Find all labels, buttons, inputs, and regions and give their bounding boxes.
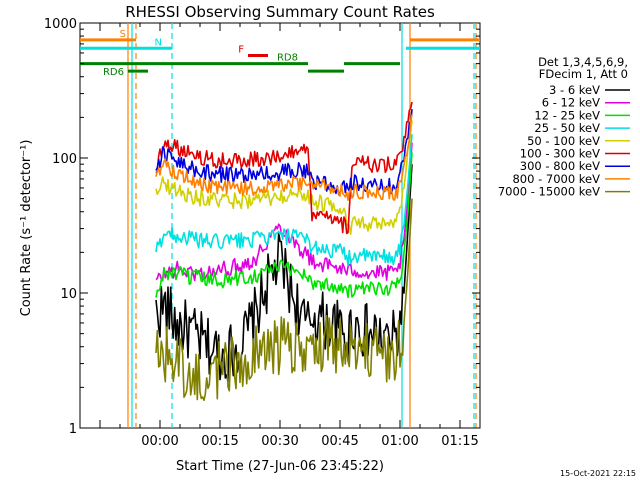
legend-item: 800 - 7000 keV (512, 172, 600, 186)
series-line (155, 114, 413, 201)
legend-item: 12 - 25 keV (534, 108, 600, 122)
legend-item: 7000 - 15000 keV (498, 185, 600, 199)
x-tick-label: 00:15 (201, 434, 238, 449)
series-line (155, 120, 413, 235)
annotation-label: N (155, 37, 162, 48)
series-line (155, 198, 413, 402)
y-tick-label: 1 (69, 422, 77, 437)
annotation-label: F (238, 44, 244, 55)
x-axis: 00:00 00:15 00:30 00:45 01:00 01:15 (99, 23, 481, 449)
legend-item: 300 - 800 keV (520, 159, 600, 173)
annotation-label: RD6 (103, 67, 124, 78)
legend-item: 3 - 6 keV (549, 83, 600, 97)
plot-area: S N F RD6 RD8 (79, 22, 481, 429)
x-tick-label: 01:15 (441, 434, 478, 449)
x-axis-title: Start Time (27-Jun-06 23:45:22) (176, 459, 384, 474)
legend-item: 25 - 50 keV (534, 121, 600, 135)
x-tick-label: 00:30 (261, 434, 298, 449)
y-axis: 1 10 100 1000 (44, 17, 480, 437)
annotation-label: S (120, 29, 126, 40)
series-line (155, 101, 413, 235)
legend-header-line-1: Det 1,3,4,5,6,9, (538, 55, 628, 69)
x-tick-label: 01:00 (381, 434, 418, 449)
y-axis-title: Count Rate (s⁻¹ detector⁻¹) (19, 140, 34, 317)
legend: Det 1,3,4,5,6,9, FDecim 1, Att 0 3 - 6 k… (498, 55, 630, 199)
series-line (155, 152, 413, 299)
y-tick-label: 100 (52, 152, 77, 167)
legend-item: 50 - 100 keV (527, 134, 600, 148)
timestamp: 15-Oct-2021 22:15 (560, 469, 636, 478)
legend-item: 6 - 12 keV (542, 96, 600, 110)
x-tick-label: 00:45 (321, 434, 358, 449)
annotation-label: RD8 (277, 53, 298, 64)
y-tick-label: 10 (60, 287, 77, 302)
legend-header-line-2: FDecim 1, Att 0 (539, 67, 628, 81)
legend-item: 100 - 300 keV (520, 147, 600, 161)
chart-title: RHESSI Observing Summary Count Rates (125, 3, 435, 21)
series-line (155, 164, 413, 383)
series-line (155, 134, 413, 267)
y-tick-label: 1000 (44, 17, 77, 32)
series-line (155, 109, 413, 196)
x-tick-label: 00:00 (141, 434, 178, 449)
